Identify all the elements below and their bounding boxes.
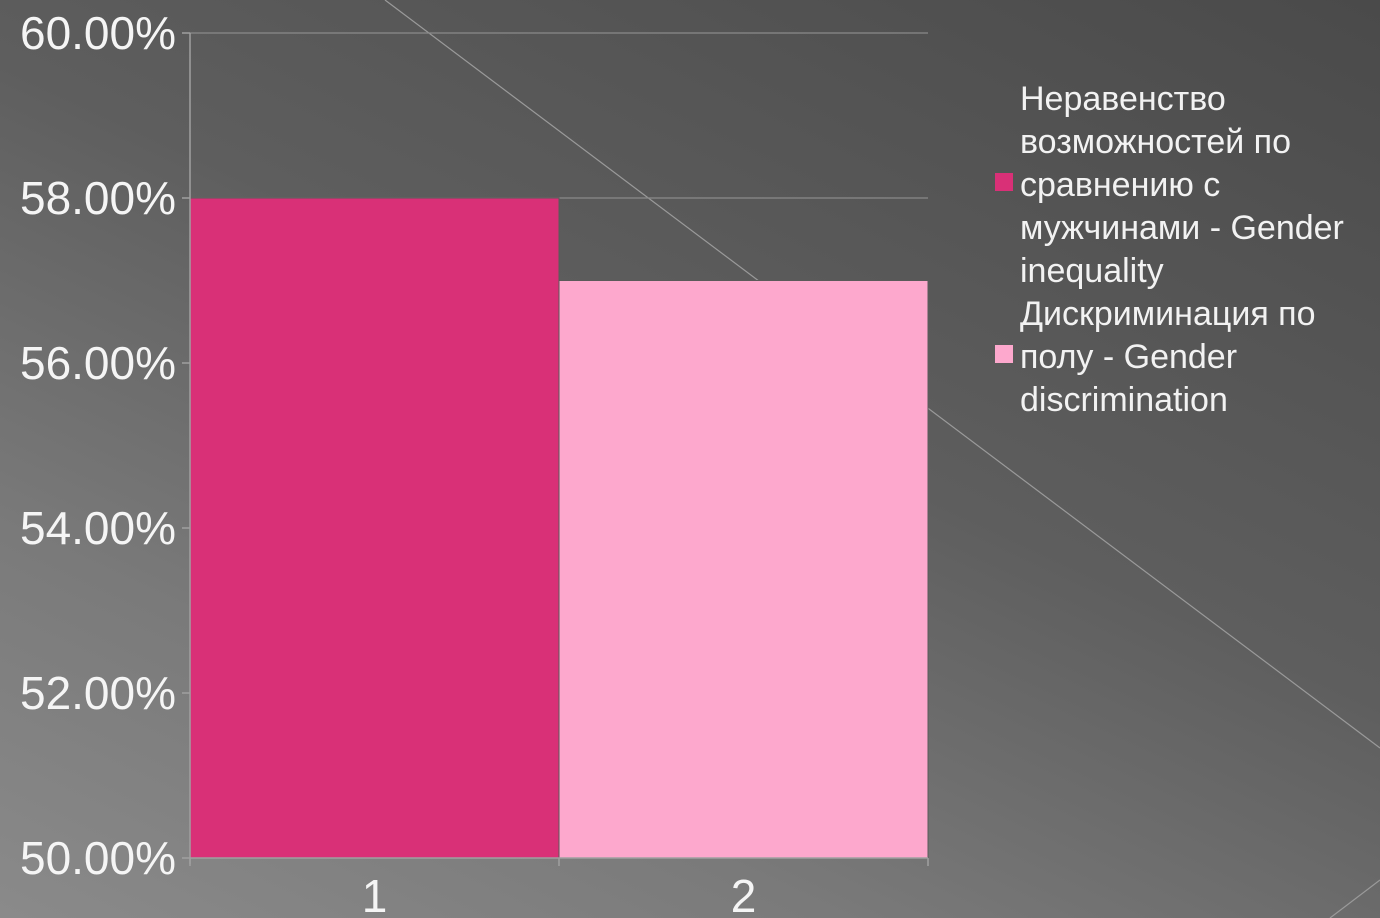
y-tick-label: 58.00% xyxy=(20,172,176,224)
y-tick-label: 56.00% xyxy=(20,337,176,389)
y-tick-label: 54.00% xyxy=(20,502,176,554)
bar-series-1-category-1 xyxy=(189,197,560,859)
legend-label-gender-inequality: Неравенство возможностей по сравнению с … xyxy=(1020,80,1344,290)
x-tick-label: 2 xyxy=(731,870,757,918)
bar-series-2-category-2 xyxy=(558,280,929,859)
bars xyxy=(189,197,929,859)
legend-label-gender-discrimination: Дискриминация по полу - Gender discrimin… xyxy=(1020,295,1316,419)
axes xyxy=(182,32,929,866)
background-diagonal-line-lower xyxy=(1329,879,1380,918)
legend-swatch-gender-inequality xyxy=(995,173,1013,191)
tick-labels: 50.00% 52.00% 54.00% 56.00% 58.00% 60.00% 1 2 xyxy=(20,7,756,918)
legend-item-gender-discrimination: Дискриминация по полу - Gender discrimin… xyxy=(995,293,1377,422)
y-tick-label: 50.00% xyxy=(20,832,176,884)
legend-swatch-gender-discrimination xyxy=(995,345,1013,363)
legend-item-gender-inequality: Неравенство возможностей по сравнению с … xyxy=(995,78,1377,293)
y-tick-label: 60.00% xyxy=(20,7,176,59)
y-tick-label: 52.00% xyxy=(20,667,176,719)
legend: Неравенство возможностей по сравнению с … xyxy=(995,78,1377,422)
x-tick-label: 1 xyxy=(362,870,388,918)
